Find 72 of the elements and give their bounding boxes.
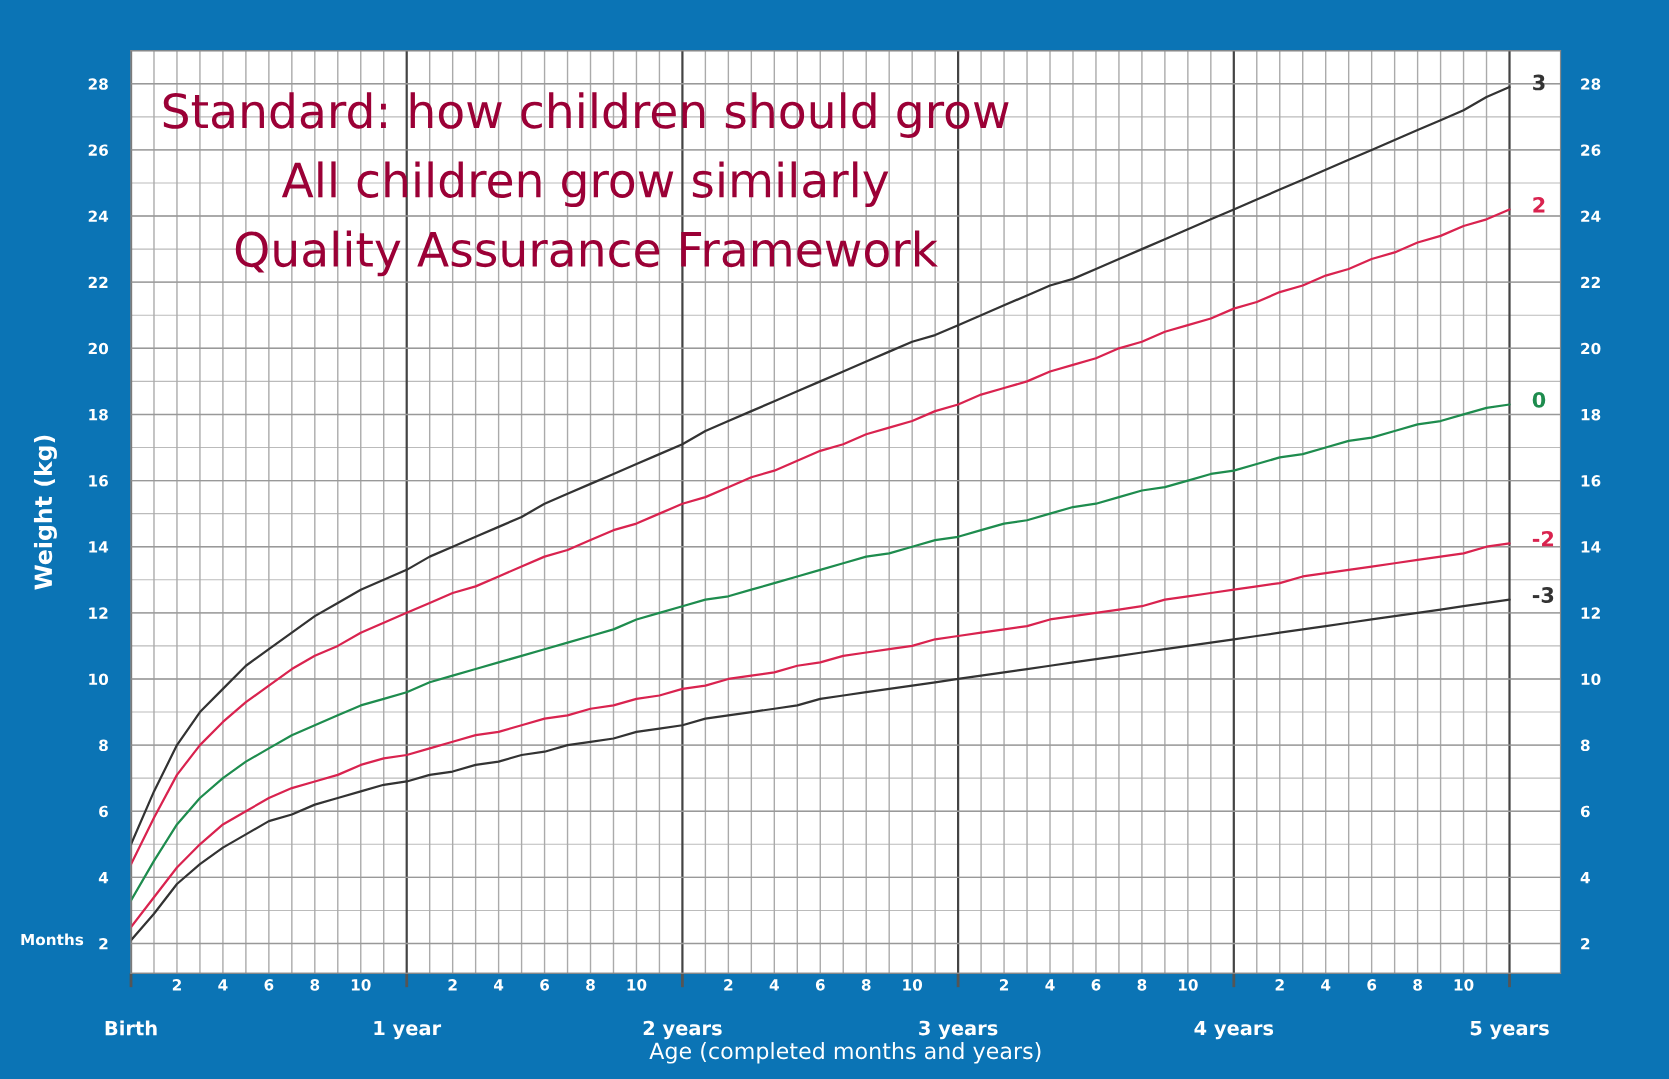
y2-tick-label: 10 (1581, 673, 1601, 685)
y-tick-label: 14 (89, 541, 109, 553)
series-label: 3 (1533, 74, 1545, 91)
x-tick-label: 6 (264, 979, 274, 991)
x-tick-label: 10 (627, 979, 647, 991)
x-tick-label: 2 (1275, 979, 1284, 991)
x-tick-label: 4 years (1194, 1020, 1274, 1040)
y-tick-label: 10 (89, 673, 109, 685)
y2-tick-label: 20 (1581, 342, 1601, 355)
y-axis-title: Weight (kg) (33, 435, 57, 590)
x-tick-label: 3 years (919, 1020, 998, 1040)
y-tick-label: 4 (98, 872, 109, 884)
y2-tick-label: 24 (1581, 210, 1601, 222)
y-tick-label: 22 (88, 276, 108, 288)
x-axis-title: Age (completed months and years) (649, 1042, 1041, 1064)
y2-tick-label: 8 (1580, 739, 1590, 752)
x-tick-label: 4 (1045, 979, 1055, 991)
y2-tick-label: 16 (1581, 475, 1601, 487)
y2-tick-label: 2 (1581, 937, 1590, 950)
y2-tick-label: 18 (1581, 408, 1601, 421)
x-tick-label: 6 (1091, 979, 1101, 991)
x-tick-label: 2 (724, 979, 733, 991)
line-series (131, 542, 1511, 929)
x-tick-label: 6 (1367, 979, 1377, 991)
series-label: -2 (1532, 530, 1554, 547)
x-tick-label: 6 (815, 979, 825, 991)
y2-tick-label: 14 (1581, 541, 1601, 553)
x-tick-label: 4 (769, 979, 779, 991)
y-tick-label: 2 (99, 937, 108, 950)
x-tick-label: 2 (999, 979, 1009, 991)
x-tick-label: 8 (861, 979, 871, 991)
x-tick-label: 2 (448, 979, 457, 991)
x-tick-label: 10 (1454, 979, 1474, 991)
x-tick-label: 1 year (374, 1020, 442, 1040)
y2-tick-label: 28 (1581, 78, 1601, 90)
x-tick-label: 10 (351, 979, 371, 991)
series-label: 2 (1533, 196, 1545, 213)
y-tick-label: 20 (88, 342, 109, 355)
x-tick-label: 10 (903, 979, 923, 991)
x-tick-label: 2 (172, 979, 181, 991)
y2-tick-label: 22 (1581, 276, 1600, 288)
y-tick-label: 6 (99, 805, 108, 818)
y-tick-label: 12 (89, 607, 108, 619)
x-tick-label: 5 years (1470, 1020, 1549, 1040)
x-tick-label: 6 (540, 979, 550, 991)
series-label: -3 (1532, 587, 1554, 603)
x-tick-label: 8 (586, 979, 595, 991)
y2-tick-label: 6 (1580, 805, 1590, 818)
y2-tick-label: 12 (1581, 607, 1600, 619)
line-series (131, 403, 1511, 902)
y-tick-label: 18 (89, 408, 108, 421)
line-series (131, 598, 1511, 942)
line-series (131, 208, 1511, 866)
line-series (131, 85, 1511, 846)
x-tick-label: Birth (105, 1020, 157, 1036)
y-tick-label: 26 (88, 144, 108, 156)
x-tick-label: 8 (310, 979, 320, 991)
series-label: 0 (1532, 392, 1546, 408)
y2-tick-label: 4 (1580, 872, 1590, 884)
y-tick-label: 28 (88, 78, 108, 90)
y-tick-label: 8 (99, 739, 108, 752)
x-tick-label: 4 (218, 979, 228, 991)
x-tick-label: 4 (1321, 979, 1331, 991)
y-tick-label: 16 (89, 475, 108, 487)
y-tick-label: 24 (88, 210, 109, 222)
y2-tick-label: 26 (1581, 144, 1601, 156)
x-tick-label: 8 (1137, 979, 1147, 991)
x-tick-label: 4 (493, 979, 504, 991)
x-tick-label: 8 (1413, 979, 1422, 991)
text: Months (21, 933, 84, 946)
x-tick-label: 10 (1178, 979, 1198, 991)
x-tick-label: 2 years (643, 1020, 722, 1040)
